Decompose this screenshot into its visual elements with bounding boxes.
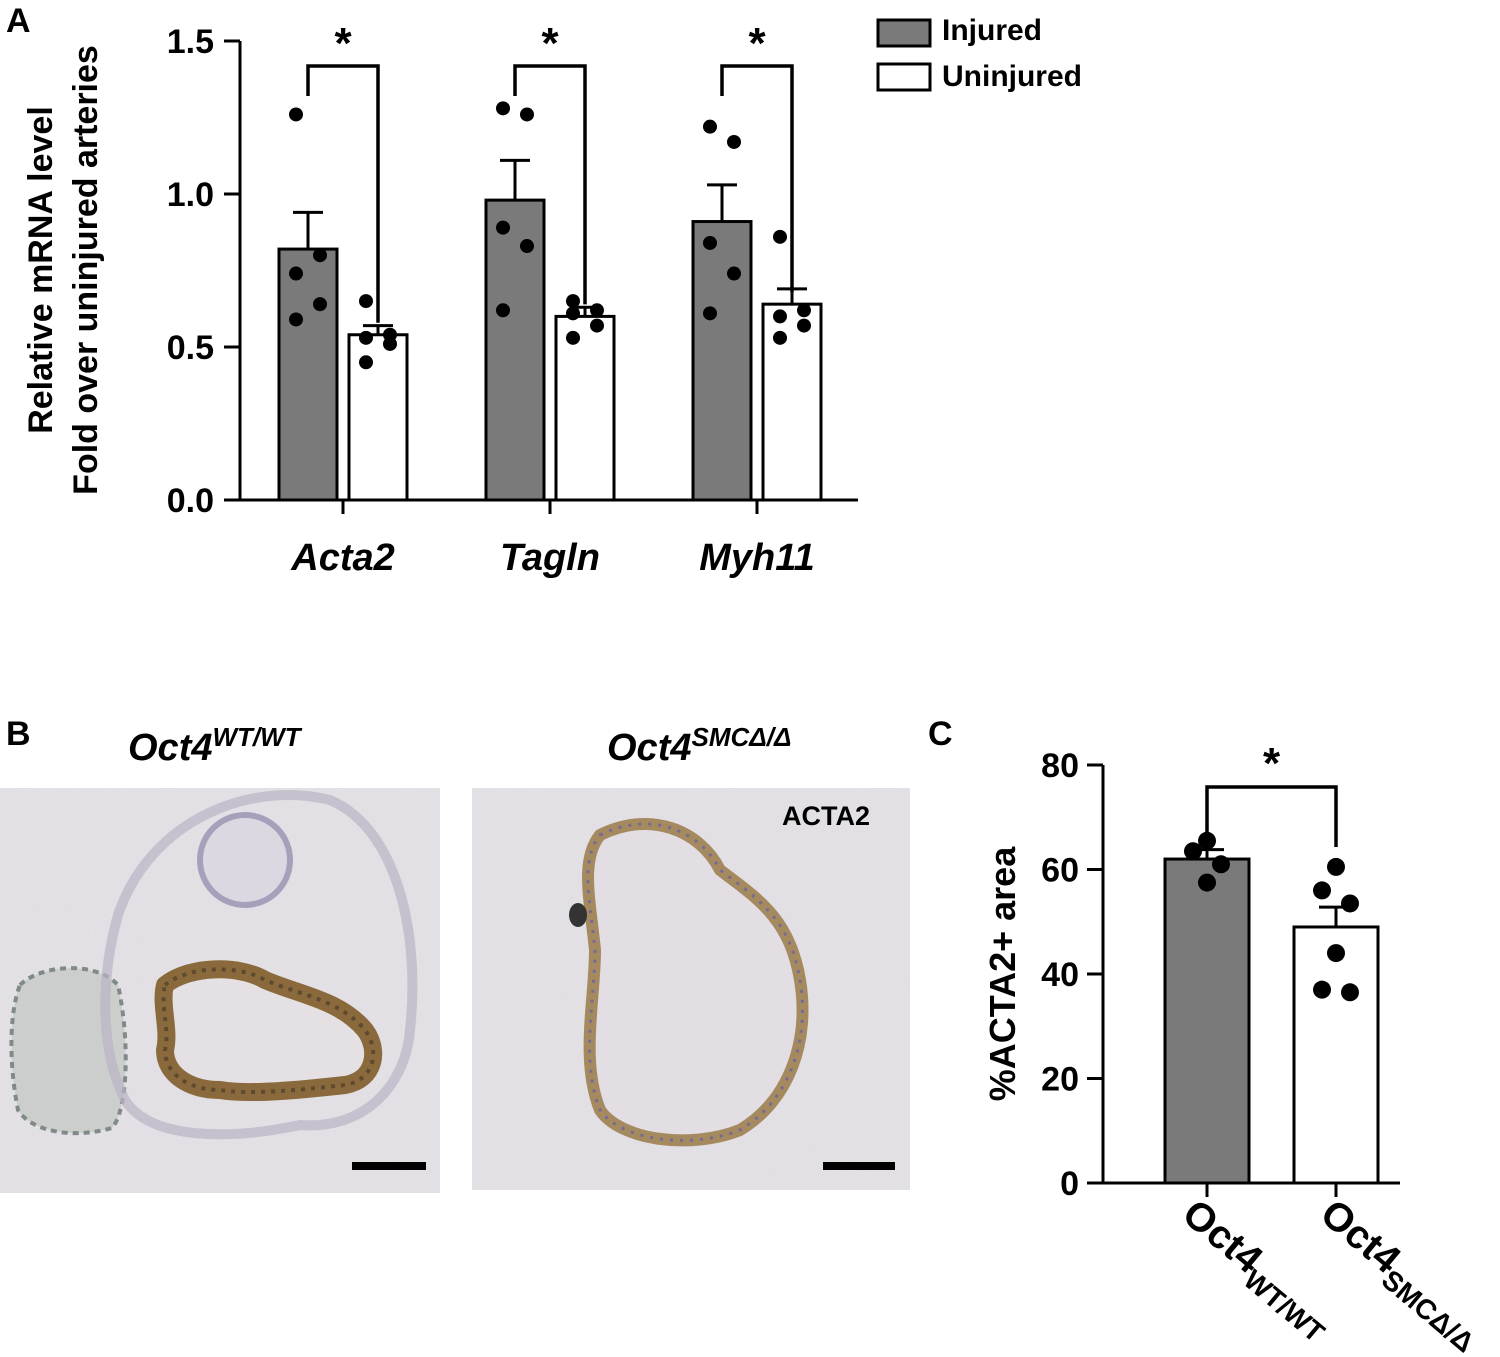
data-point-myh11-injured xyxy=(727,266,741,281)
chart-c-ytick-label: 80 xyxy=(1041,747,1079,785)
significance-bracket-acta2 xyxy=(306,64,380,323)
data-point-c-1 xyxy=(1313,881,1331,900)
panel-label-b: B xyxy=(6,715,31,753)
data-point-c-0 xyxy=(1198,831,1216,850)
bar-myh11-injured xyxy=(691,220,753,502)
significance-star-c: * xyxy=(1263,739,1281,788)
chart-a-ylabel-line2: Fold over uninjured arteries xyxy=(67,45,105,495)
data-point-myh11-injured xyxy=(703,306,717,321)
chart-a-xtick-label: Acta2 xyxy=(290,537,395,579)
significance-bracket-myh11 xyxy=(720,64,794,293)
stain-label: ACTA2 xyxy=(782,801,870,831)
data-point-acta2-uninjured xyxy=(383,336,397,351)
micrograph-right-title: Oct4SMCΔ/Δ xyxy=(607,722,791,769)
data-point-myh11-uninjured xyxy=(773,309,787,324)
data-point-tagln-uninjured xyxy=(566,294,580,309)
data-point-acta2-uninjured xyxy=(359,355,373,370)
micrograph-left xyxy=(0,788,440,1193)
chart-a-xtick-label: Tagln xyxy=(500,537,600,579)
chart-c-ytick-label: 20 xyxy=(1041,1061,1079,1099)
chart-c-xtick-0: Oct4WT/WT xyxy=(1170,1191,1344,1348)
data-point-tagln-injured xyxy=(520,107,534,122)
bar-c-0 xyxy=(1163,857,1251,1185)
data-point-tagln-uninjured xyxy=(566,306,580,321)
legend-label-uninjured: Uninjured xyxy=(942,60,1082,93)
legend-label-injured: Injured xyxy=(942,14,1042,47)
data-point-myh11-uninjured xyxy=(797,318,811,333)
data-point-tagln-injured xyxy=(496,303,510,318)
micrograph-right: ACTA2 xyxy=(472,788,910,1190)
bar-tagln-uninjured xyxy=(554,314,616,502)
bar-tagln-injured xyxy=(484,198,546,502)
chart-a-ytick-label: 0.0 xyxy=(167,482,214,520)
data-point-tagln-uninjured xyxy=(566,330,580,345)
data-point-tagln-uninjured xyxy=(590,303,604,318)
data-point-tagln-injured xyxy=(520,239,534,254)
significance-star-acta2: * xyxy=(334,19,352,68)
data-point-acta2-injured xyxy=(289,107,303,122)
significance-bracket-tagln xyxy=(513,64,587,305)
data-point-acta2-injured xyxy=(313,297,327,312)
legend: Injured Uninjured xyxy=(876,14,1082,93)
chart-c-ylabel: %ACTA2+ area xyxy=(982,846,1023,1101)
chart-c-ytick-label: 40 xyxy=(1041,956,1079,994)
data-point-myh11-injured xyxy=(703,235,717,250)
data-point-myh11-uninjured xyxy=(797,303,811,318)
data-point-acta2-injured xyxy=(313,248,327,263)
data-point-tagln-uninjured xyxy=(590,318,604,333)
chart-c-xtick-1: Oct4SMCΔ/Δ xyxy=(1308,1191,1493,1357)
data-point-myh11-injured xyxy=(703,119,717,134)
data-point-myh11-uninjured xyxy=(773,229,787,244)
panel-label-c: C xyxy=(928,715,953,753)
data-point-c-0 xyxy=(1212,855,1230,874)
chart-a-ylabel-line1: Relative mRNA level xyxy=(22,106,60,434)
significance-star-tagln: * xyxy=(541,19,559,68)
chart-c: %ACTA2+ area 0 20 40 60 80 * Oct4WT/WT Oct4SM… xyxy=(982,739,1493,1357)
chart-c-ytick-label: 0 xyxy=(1060,1165,1079,1203)
chart-a-ytick-label: 0.5 xyxy=(167,329,214,367)
micrograph-left-title: Oct4WT/WT xyxy=(128,722,303,769)
data-point-myh11-injured xyxy=(727,134,741,149)
data-point-c-0 xyxy=(1184,842,1202,861)
chart-c-ytick-label: 60 xyxy=(1041,852,1079,890)
data-point-c-1 xyxy=(1327,857,1345,876)
chart-a-ytick-label: 1.0 xyxy=(167,176,214,214)
data-point-myh11-uninjured xyxy=(773,330,787,345)
data-point-acta2-injured xyxy=(289,266,303,281)
scale-bar-right xyxy=(823,1162,895,1170)
data-point-acta2-uninjured xyxy=(359,330,373,345)
chart-a: Relative mRNA level Fold over uninjured … xyxy=(22,19,858,579)
chart-a-ytick-label: 1.5 xyxy=(167,23,214,61)
scale-bar-left xyxy=(352,1162,426,1170)
legend-swatch-injured xyxy=(876,18,932,48)
legend-swatch-uninjured xyxy=(876,62,932,92)
data-point-tagln-injured xyxy=(496,220,510,235)
data-point-c-1 xyxy=(1327,944,1345,963)
bar-c-1 xyxy=(1292,925,1380,1185)
chart-a-xtick-label: Myh11 xyxy=(699,537,814,579)
data-point-acta2-injured xyxy=(289,312,303,327)
bar-acta2-injured xyxy=(277,247,339,502)
data-point-c-1 xyxy=(1341,894,1359,913)
data-point-c-0 xyxy=(1198,873,1216,892)
significance-star-myh11: * xyxy=(748,19,766,68)
data-point-tagln-injured xyxy=(496,101,510,116)
significance-bracket-c xyxy=(1205,785,1338,848)
data-point-c-1 xyxy=(1341,983,1359,1002)
data-point-acta2-uninjured xyxy=(359,294,373,309)
bar-acta2-uninjured xyxy=(347,333,409,502)
panel-label-a: A xyxy=(6,2,31,40)
bar-myh11-uninjured xyxy=(761,302,823,502)
data-point-c-1 xyxy=(1313,980,1331,999)
